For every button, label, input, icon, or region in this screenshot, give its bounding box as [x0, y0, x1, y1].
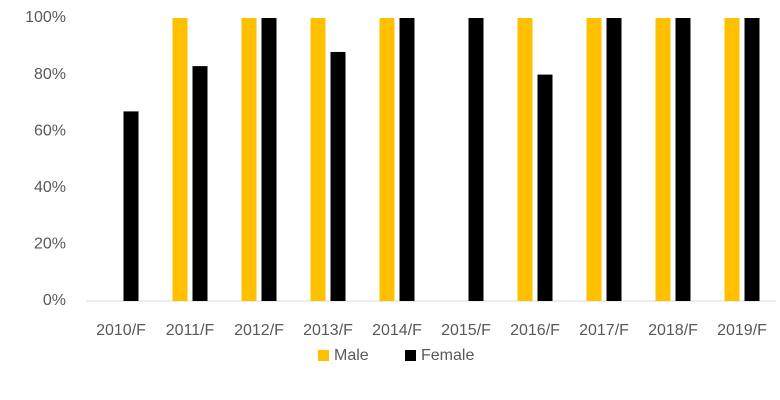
bar — [606, 18, 622, 301]
bar — [744, 18, 760, 301]
bar — [310, 18, 326, 301]
legend-label: Female — [421, 347, 474, 364]
x-tick-label: 2018/F — [648, 322, 698, 339]
bar — [537, 74, 553, 301]
legend-label: Male — [334, 347, 369, 364]
x-tick-label: 2014/F — [372, 322, 422, 339]
x-tick-label: 2010/F — [96, 322, 146, 339]
legend-swatch — [405, 350, 416, 361]
x-tick-label: 2015/F — [441, 322, 491, 339]
x-tick-label: 2016/F — [510, 322, 560, 339]
y-tick-label: 60% — [34, 122, 66, 139]
bar — [517, 18, 533, 301]
bar — [172, 18, 188, 301]
y-tick-label: 0% — [43, 292, 66, 309]
bar — [468, 18, 484, 301]
y-tick-label: 100% — [25, 9, 66, 26]
x-tick-label: 2012/F — [234, 322, 284, 339]
bar — [399, 18, 415, 301]
legend-swatch — [318, 350, 329, 361]
x-tick-label: 2011/F — [166, 322, 215, 339]
y-tick-label: 40% — [34, 179, 66, 196]
bar — [586, 18, 602, 301]
bar — [123, 111, 139, 301]
bar — [261, 18, 277, 301]
bar — [330, 51, 346, 302]
x-tick-label: 2017/F — [579, 322, 629, 339]
x-tick-label: 2013/F — [303, 322, 353, 339]
y-tick-label: 20% — [34, 236, 66, 253]
bar — [724, 18, 740, 301]
bar — [655, 18, 671, 301]
bar — [379, 18, 395, 301]
bar — [675, 18, 691, 301]
x-tick-label: 2019/F — [717, 322, 767, 339]
y-tick-label: 80% — [34, 66, 66, 83]
bar — [241, 18, 257, 301]
bar — [192, 66, 208, 301]
